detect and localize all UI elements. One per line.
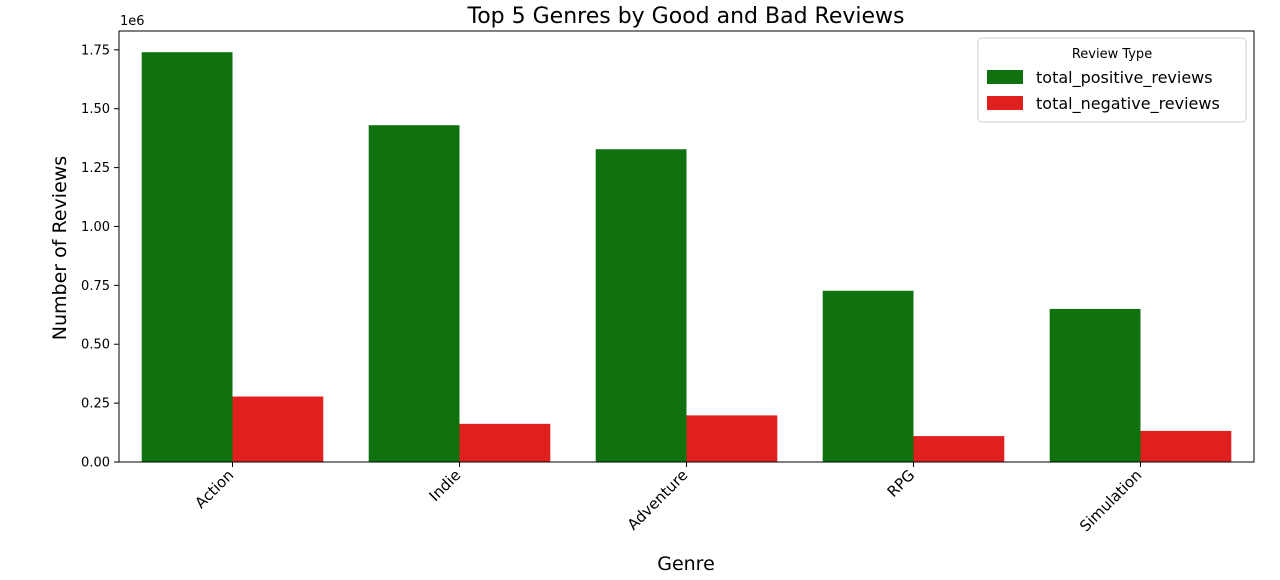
y-tick-label: 1.75 [81,43,110,58]
y-tick-label: 1.00 [81,220,110,235]
bar-action-negative [232,396,324,462]
legend-swatch-positive [987,70,1023,84]
legend-box [977,37,1247,123]
bar-adventure-negative [686,415,778,462]
bar-rpg-positive [822,290,914,462]
y-tick-label: 0.00 [81,456,110,471]
x-tick-label: Adventure [624,466,692,534]
bar-action-positive [141,52,233,463]
legend-label-positive: total_positive_reviews [1036,68,1213,88]
bar-indie-positive [368,125,460,463]
y-tick-label: 0.50 [81,338,110,353]
y-tick-label: 0.25 [81,397,110,412]
chart-title: Top 5 Genres by Good and Bad Reviews [467,4,905,29]
bars-group [141,52,1232,463]
legend-label-negative: total_negative_reviews [1036,94,1220,114]
x-tick-label: Action [191,466,237,512]
x-tick-label: RPG [884,466,919,501]
bar-simulation-positive [1049,308,1141,462]
legend: Review Type total_positive_reviews total… [977,37,1247,123]
bar-indie-negative [459,423,551,462]
x-tick-label: Indie [426,466,465,505]
x-axis-label: Genre [657,553,715,575]
bar-rpg-negative [913,436,1005,462]
y-axis-offset-label: 1e6 [120,14,145,29]
x-axis-ticks: Action Indie Adventure RPG Simulation [191,462,1145,535]
bar-adventure-positive [595,149,687,463]
y-axis-label: Number of Reviews [49,156,71,340]
y-axis-ticks: 0.00 0.25 0.50 0.75 1.00 1.25 1.50 1.75 [81,43,119,471]
y-tick-label: 0.75 [81,279,110,294]
y-tick-label: 1.50 [81,102,110,117]
bar-simulation-negative [1140,430,1232,462]
legend-swatch-negative [987,96,1023,110]
legend-title: Review Type [1072,47,1152,62]
x-tick-label: Simulation [1076,466,1145,535]
y-tick-label: 1.25 [81,161,110,176]
